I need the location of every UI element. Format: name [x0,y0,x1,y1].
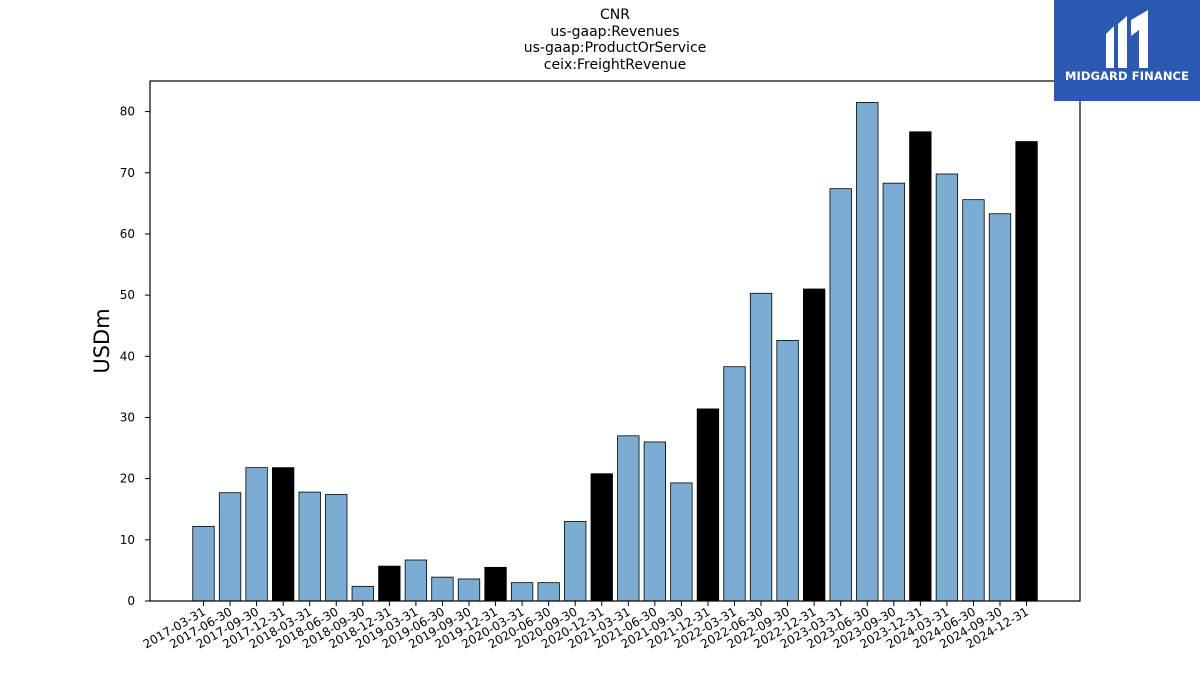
bar-2022-12-31 [803,288,826,602]
y-tick-label: 20 [120,472,135,486]
y-axis-label: USDm [90,308,114,373]
bar-2019-12-31 [484,566,507,602]
midgard-logo-icon [1106,10,1148,68]
title-line-4: ceix:FreightRevenue [543,56,687,73]
bar-2021-03-31 [617,435,640,602]
brand-logo: MIDGARD FINANCE [1054,0,1200,101]
y-tick-label: 10 [120,533,135,547]
plot-frame [149,80,1081,602]
bar-2021-12-31 [696,408,720,602]
bar-2017-09-30 [245,467,268,602]
bar-2019-06-30 [431,576,454,602]
logo-text: MIDGARD FINANCE [1064,69,1190,83]
bar-2019-03-31 [404,559,428,602]
bar-2017-12-31 [271,467,295,602]
bar-2017-03-31 [192,525,215,602]
bar-2024-09-30 [988,213,1012,602]
bar-2022-09-30 [776,339,799,602]
y-tick-label: 40 [120,349,135,363]
bar-2023-12-31 [909,131,932,602]
bar-2021-06-30 [643,441,666,602]
bar-2017-06-30 [218,492,242,602]
bar-2020-12-31 [590,473,613,602]
y-tick-label: 30 [120,410,135,424]
bar-2018-12-31 [378,565,401,602]
bar-2018-06-30 [325,494,348,602]
title-line-3: us-gaap:ProductOrService [523,40,707,56]
y-tick-label: 0 [127,594,135,608]
bar-2019-09-30 [457,578,481,602]
y-tick-label: 50 [120,288,135,302]
title-line-1: CNR [600,7,630,23]
bar-2018-03-31 [298,491,321,602]
bar-2024-06-30 [962,199,985,602]
title-line-2: us-gaap:Revenues [550,23,680,40]
bar-2021-09-30 [670,482,693,602]
bar-2023-09-30 [882,182,905,602]
bar-group [192,102,1038,602]
bar-2023-03-31 [829,188,852,602]
bar-2018-09-30 [351,585,374,602]
bar-2023-06-30 [856,102,879,602]
y-tick-label: 80 [120,105,135,119]
y-tick-label: 70 [120,166,135,180]
bar-2024-12-31 [1015,141,1038,602]
bar-2024-03-31 [935,173,959,602]
bar-2020-06-30 [537,582,560,602]
bar-2022-06-30 [749,292,773,602]
bar-2020-03-31 [510,582,534,602]
y-axis-ticks: 0 10 20 30 40 50 60 70 80 [120,105,150,608]
x-axis-ticks: 2017-03-312017-06-302017-09-302017-12-31… [141,601,1031,651]
y-tick-label: 60 [120,227,135,241]
chart-title: CNR us-gaap:Revenues us-gaap:ProductOrSe… [415,7,815,73]
bar-2022-03-31 [723,366,746,602]
bar-2020-09-30 [564,521,587,602]
